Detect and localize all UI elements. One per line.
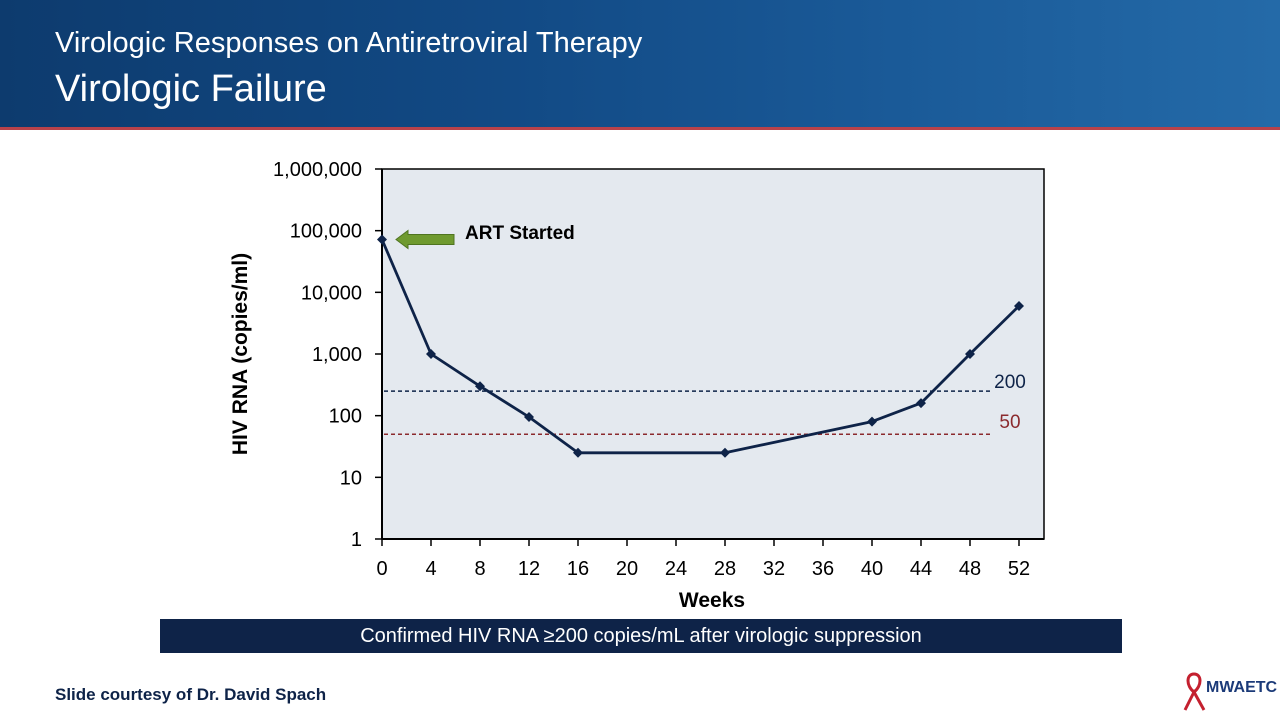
y-tick-label: 10 bbox=[340, 467, 362, 489]
reference-lines: 200 50 bbox=[384, 372, 1026, 435]
x-tick-label: 16 bbox=[567, 558, 589, 580]
header-rule bbox=[0, 127, 1280, 130]
data-point bbox=[573, 447, 583, 458]
logo-text: MWAETC bbox=[1206, 679, 1278, 696]
art-started-arrow bbox=[395, 229, 455, 250]
x-tick-label: 12 bbox=[518, 558, 540, 580]
x-axis-ticks: 0 4 8 12 16 20 24 28 32 36 40 44 48 52 bbox=[376, 539, 1030, 580]
x-tick-label: 36 bbox=[812, 558, 834, 580]
x-tick-label: 44 bbox=[910, 558, 932, 580]
art-started-label: ART Started bbox=[465, 223, 575, 244]
data-point bbox=[916, 398, 926, 409]
red-ribbon-icon bbox=[1183, 672, 1206, 711]
reference-label-200: 200 bbox=[994, 372, 1026, 393]
x-tick-label: 28 bbox=[714, 558, 736, 580]
y-tick-label: 100,000 bbox=[290, 221, 362, 243]
mwaetc-logo: MWAETC bbox=[1182, 670, 1278, 714]
y-axis-label: HIV RNA (copies/ml) bbox=[229, 253, 252, 455]
series-markers bbox=[377, 234, 1024, 458]
x-tick-label: 32 bbox=[763, 558, 785, 580]
x-tick-label: 4 bbox=[425, 558, 436, 580]
y-tick-label: 1 bbox=[351, 529, 362, 551]
series-line bbox=[380, 238, 1020, 455]
y-tick-label: 1,000,000 bbox=[273, 159, 362, 181]
x-tick-label: 20 bbox=[616, 558, 638, 580]
slide-subtitle: Virologic Responses on Antiretroviral Th… bbox=[55, 27, 643, 59]
x-tick-label: 0 bbox=[376, 558, 387, 580]
data-point bbox=[377, 234, 387, 245]
slide-header bbox=[0, 0, 1280, 128]
data-point bbox=[867, 416, 877, 427]
definition-banner: Confirmed HIV RNA ≥200 copies/mL after v… bbox=[160, 619, 1122, 653]
x-tick-label: 40 bbox=[861, 558, 883, 580]
data-point bbox=[426, 349, 436, 359]
x-tick-label: 24 bbox=[665, 558, 687, 580]
x-tick-label: 8 bbox=[474, 558, 485, 580]
data-point bbox=[475, 381, 485, 392]
x-tick-label: 48 bbox=[959, 558, 981, 580]
x-tick-label: 52 bbox=[1008, 558, 1030, 580]
slide-title: Virologic Failure bbox=[55, 68, 327, 110]
x-axis-label: Weeks bbox=[679, 589, 745, 612]
reference-label-50: 50 bbox=[999, 412, 1020, 433]
y-axis-ticks: 1,000,000 100,000 10,000 1,000 100 10 1 bbox=[273, 159, 382, 551]
y-tick-label: 1,000 bbox=[312, 344, 362, 366]
y-tick-label: 10,000 bbox=[301, 282, 362, 304]
data-point bbox=[1014, 301, 1024, 312]
data-point bbox=[720, 447, 730, 458]
y-tick-label: 100 bbox=[329, 406, 362, 428]
data-point bbox=[524, 412, 534, 423]
data-point bbox=[965, 349, 975, 359]
slide-credit: Slide courtesy of Dr. David Spach bbox=[55, 685, 327, 704]
